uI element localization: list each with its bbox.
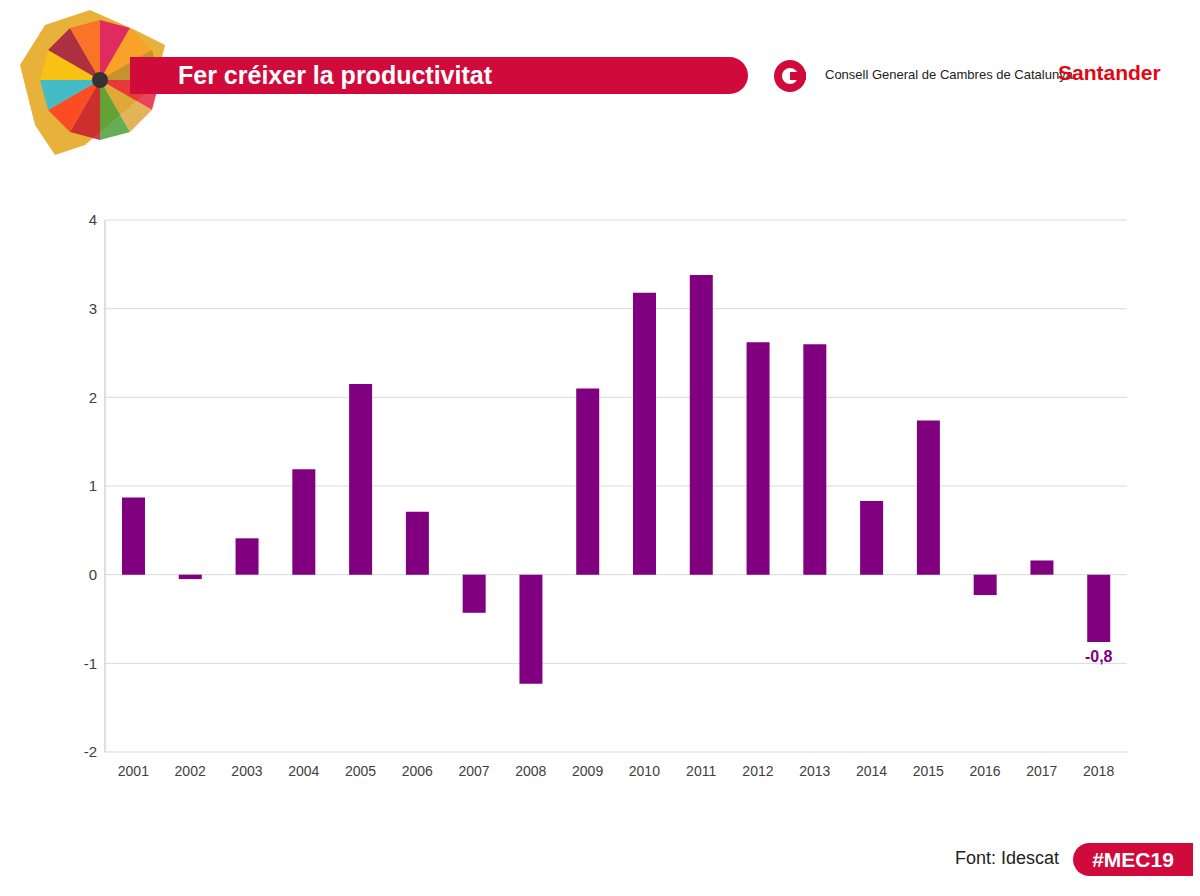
html-text:Font: Idescat: Font: Idescat	[955, 848, 1060, 868]
html-text:#MEC19: #MEC19	[1092, 848, 1174, 871]
svg-text:2010: 2010	[629, 763, 660, 779]
svg-text:2003: 2003	[231, 763, 262, 779]
svg-text:-0,8: -0,8	[1085, 648, 1113, 665]
html-text:Fer créixer la productivitat: Fer créixer la productivitat	[178, 61, 492, 89]
svg-text:2018: 2018	[1083, 763, 1114, 779]
svg-text:2013: 2013	[799, 763, 830, 779]
svg-text:2012: 2012	[742, 763, 773, 779]
svg-text:0: 0	[89, 566, 97, 583]
svg-text:-1: -1	[84, 655, 97, 672]
svg-text:2008: 2008	[515, 763, 546, 779]
html-text:Santander: Santander	[1058, 61, 1161, 84]
svg-text:2001: 2001	[118, 763, 149, 779]
svg-text:2017: 2017	[1026, 763, 1057, 779]
html-text:Consell General de Cambres de: Consell General de Cambres de Catalunya	[825, 67, 1073, 82]
svg-text:2011: 2011	[686, 763, 716, 779]
svg-text:2009: 2009	[572, 763, 603, 779]
svg-text:2006: 2006	[402, 763, 433, 779]
svg-text:2: 2	[89, 389, 97, 406]
svg-text:2004: 2004	[288, 763, 319, 779]
svg-text:2015: 2015	[913, 763, 944, 779]
svg-text:2007: 2007	[458, 763, 489, 779]
svg-text:2005: 2005	[345, 763, 376, 779]
svg-text:2016: 2016	[969, 763, 1000, 779]
svg-text:1: 1	[89, 477, 97, 494]
svg-text:3: 3	[89, 300, 97, 317]
svg-text:4: 4	[89, 211, 97, 228]
svg-text:2002: 2002	[175, 763, 206, 779]
svg-text:-2: -2	[84, 743, 97, 760]
svg-text:2014: 2014	[856, 763, 887, 779]
